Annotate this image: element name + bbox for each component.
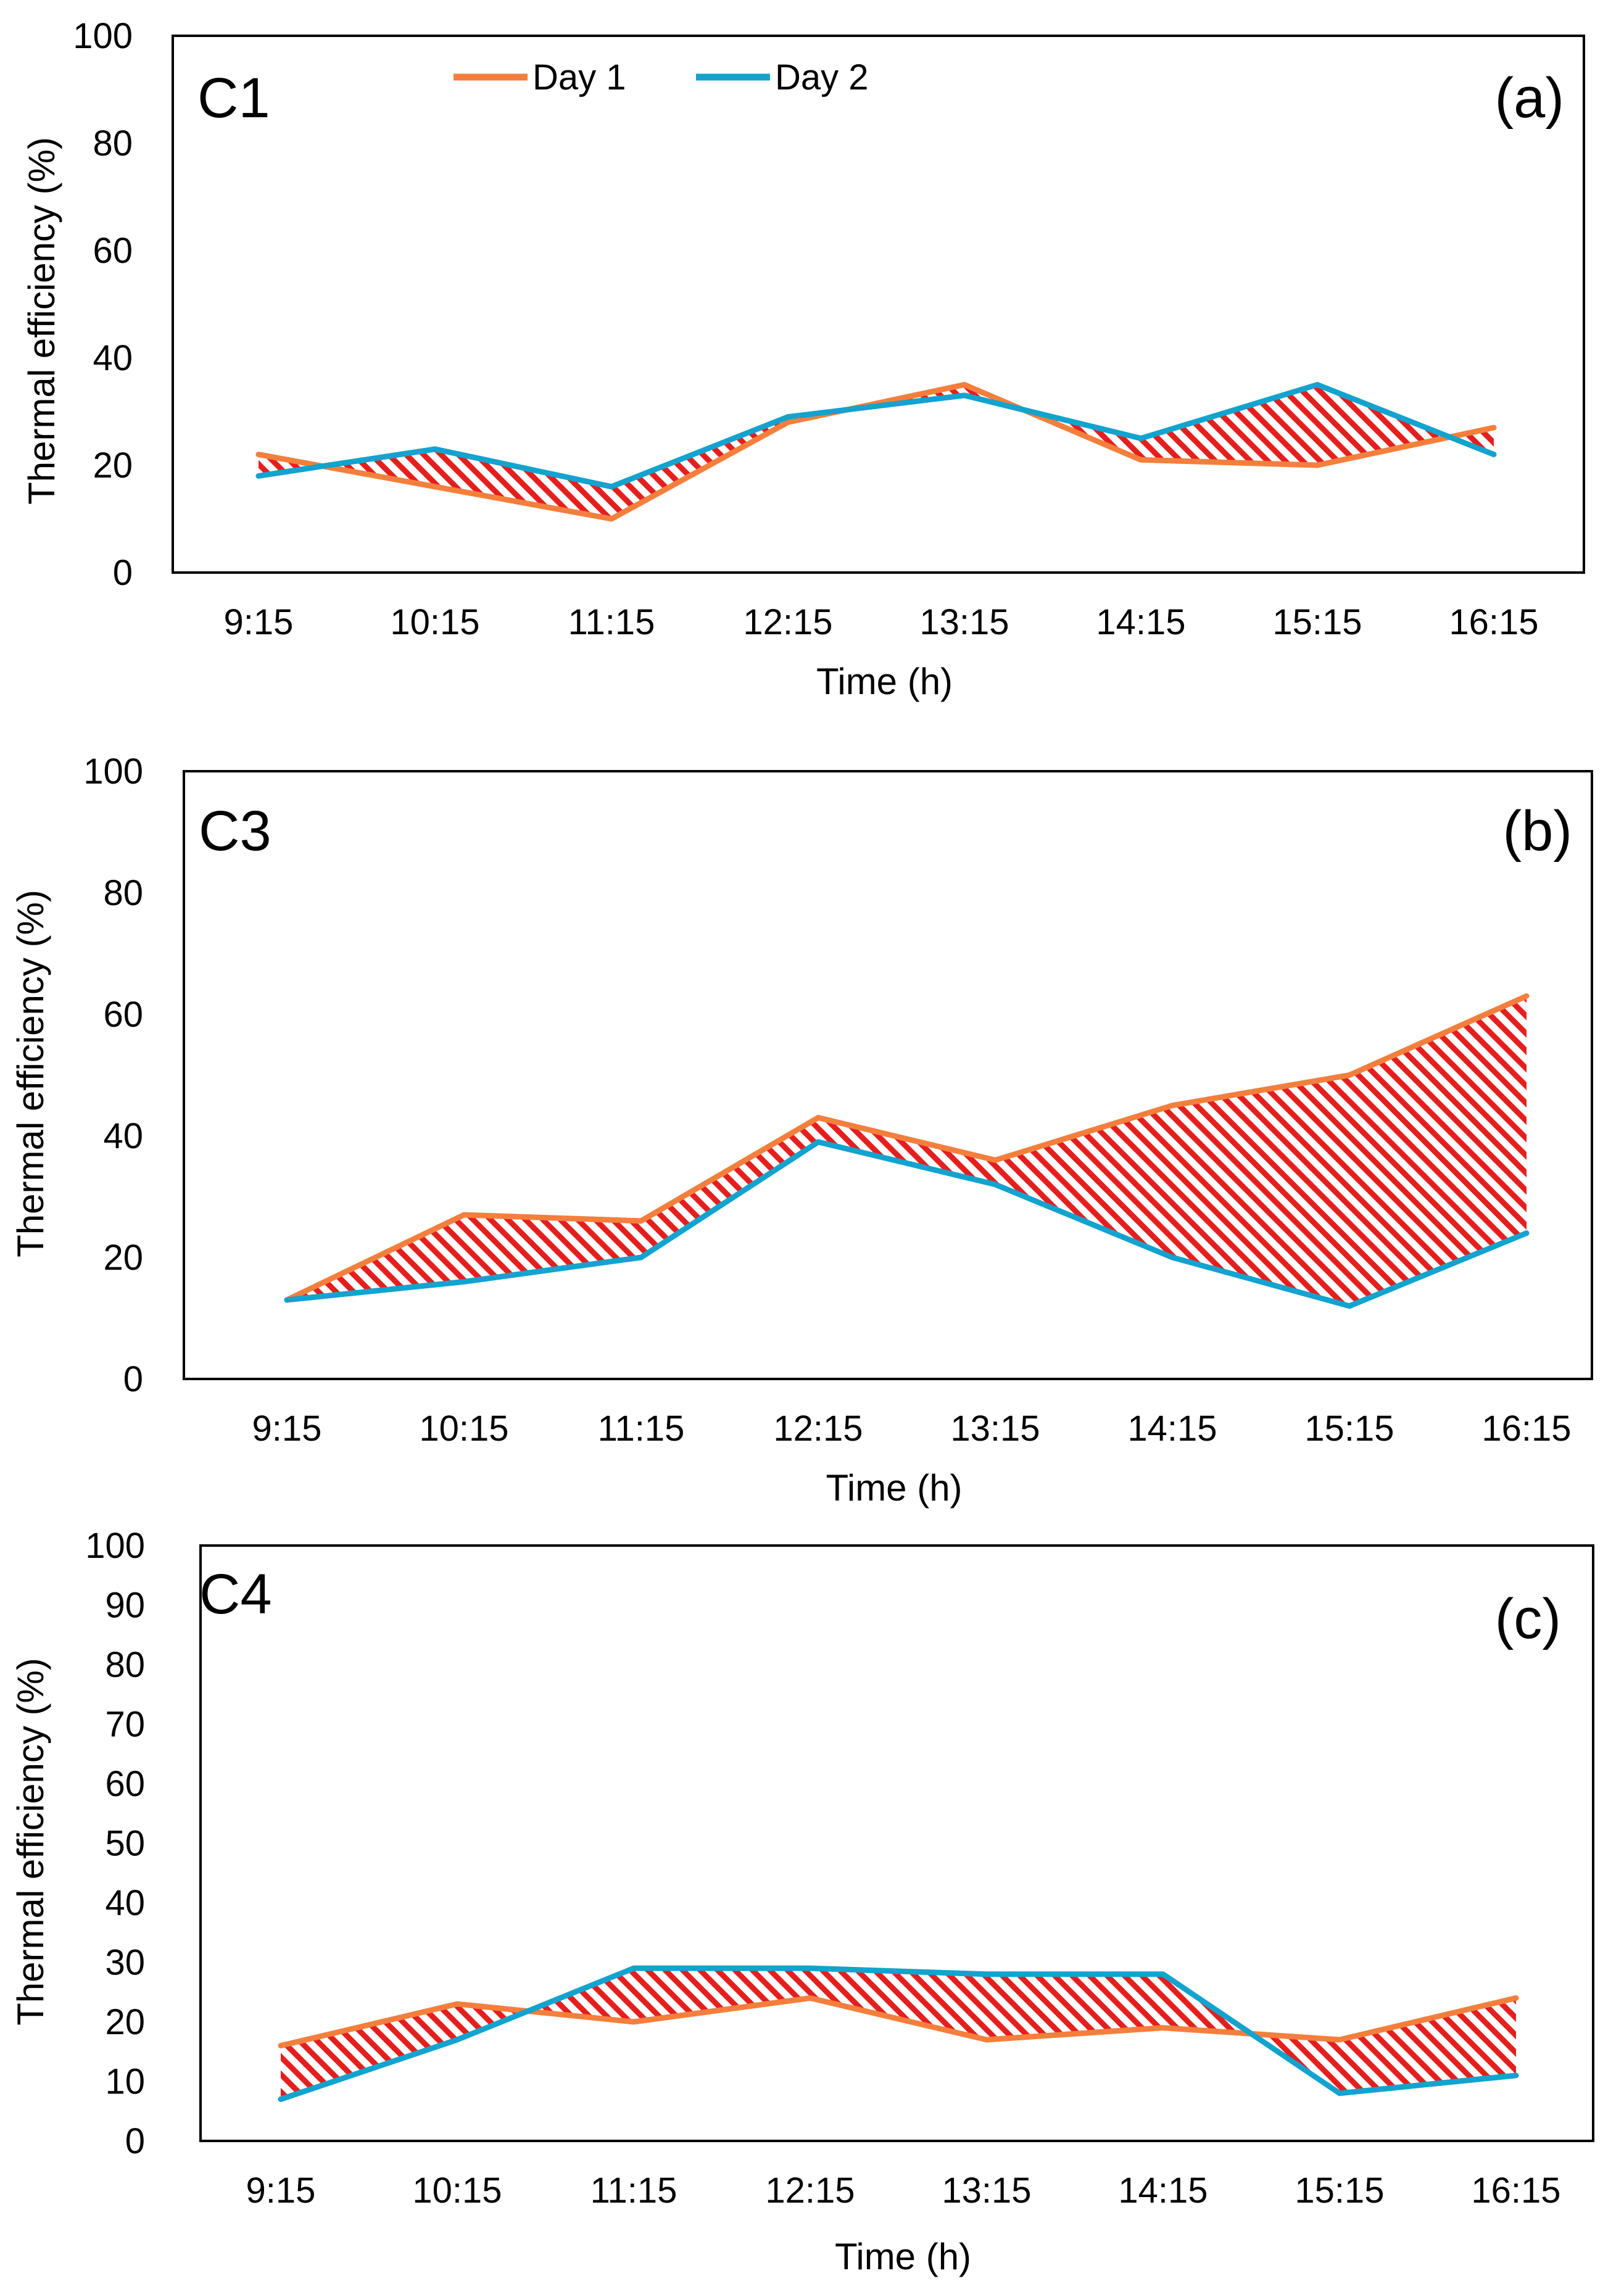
chart-panel-c3: 0 20 40 60 80 100 9:15 10:15 11:15 12:15 13:15 14:1… <box>10 751 1593 1509</box>
x-tick-label: 16:15 <box>1481 1409 1571 1449</box>
hatch-segment <box>435 449 611 519</box>
x-tick-label: 15:15 <box>1304 1409 1394 1449</box>
y-tick-label: 0 <box>113 553 133 593</box>
x-axis-title: Time (h) <box>835 2236 971 2277</box>
chart-panel-c1: 0 20 40 60 80 100 9:15 10:15 11:15 12:15 13:15 14:1… <box>21 16 1585 702</box>
y-tick-label: 20 <box>103 1238 143 1278</box>
series-line-day-1 <box>284 993 1530 1303</box>
hatch-segment <box>818 1117 995 1185</box>
x-tick-label: 16:15 <box>1471 2171 1560 2211</box>
hatch-segment <box>641 1117 818 1257</box>
y-tick-label: 40 <box>93 338 133 378</box>
series-line-day-2 <box>278 1965 1519 2102</box>
x-tick-label: 12:15 <box>773 1409 863 1449</box>
plot-frame <box>172 35 1585 574</box>
y-tick-label: 100 <box>83 751 143 792</box>
y-tick-label: 30 <box>105 1943 145 1983</box>
y-tick-label: 60 <box>105 1764 145 1804</box>
x-tick-label: 11:15 <box>598 1409 685 1449</box>
y-axis-title: Thermal efficiency (%) <box>10 890 51 1257</box>
y-tick-label: 80 <box>103 873 143 913</box>
x-tick-label: 10:15 <box>390 602 479 642</box>
x-tick-label: 10:15 <box>419 1409 508 1449</box>
y-tick-label: 40 <box>105 1883 145 1923</box>
x-axis-title: Time (h) <box>826 1467 962 1509</box>
y-tick-label: 80 <box>105 1645 145 1685</box>
y-tick-label: 60 <box>103 995 143 1035</box>
hatch-segment <box>634 1968 810 2022</box>
x-tick-label: 11:15 <box>590 2171 677 2211</box>
panel-tag-label: (a) <box>1495 67 1564 130</box>
y-tick-label: 40 <box>103 1116 143 1156</box>
x-tick-label: 13:15 <box>919 602 1009 642</box>
hatch-segment <box>281 2004 457 2100</box>
y-tick-label: 80 <box>93 123 133 164</box>
legend-label-day-2: Day 2 <box>775 57 869 97</box>
panel-id-label: C4 <box>199 1563 272 1626</box>
x-tick-label: 11:15 <box>568 602 655 642</box>
panel-tag-label: (c) <box>1495 1587 1561 1650</box>
hatch-segment <box>987 1974 1163 2040</box>
x-tick-label: 15:15 <box>1295 2171 1384 2211</box>
hatch-segment <box>995 1105 1172 1257</box>
y-tick-label: 0 <box>125 2121 145 2161</box>
plot-frame <box>199 1544 1594 2142</box>
chart-panel-c4: 0 10 20 30 40 50 60 70 80 90 100 9:15 10:15 11:15 12:1… <box>10 1526 1594 2277</box>
x-tick-label: 12:15 <box>765 2171 855 2211</box>
x-tick-label: 9:15 <box>252 1409 322 1449</box>
hatch-segment <box>464 1215 641 1282</box>
y-tick-label: 10 <box>105 2062 145 2102</box>
x-tick-label: 9:15 <box>224 602 294 642</box>
y-tick-label: 90 <box>105 1586 145 1626</box>
legend: Day 1 Day 2 <box>454 57 869 97</box>
x-tick-label: 14:15 <box>1127 1409 1217 1449</box>
difference-hatch-area <box>287 996 1527 1306</box>
series-line-day-1 <box>278 1995 1519 2049</box>
x-tick-label: 12:15 <box>743 602 832 642</box>
x-tick-label: 16:15 <box>1449 602 1538 642</box>
y-tick-label: 70 <box>105 1705 145 1745</box>
y-tick-label: 100 <box>73 16 133 56</box>
x-tick-label: 13:15 <box>942 2171 1031 2211</box>
hatch-segment <box>1141 384 1317 465</box>
y-tick-label: 60 <box>93 231 133 271</box>
hatch-segment <box>1317 384 1450 465</box>
plot-frame <box>183 770 1593 1380</box>
y-axis-title: Thermal efficiency (%) <box>10 1658 51 2026</box>
y-tick-label: 20 <box>105 2002 145 2042</box>
hatch-segment <box>1172 1075 1349 1306</box>
x-tick-label: 15:15 <box>1272 602 1362 642</box>
hatch-segment <box>1349 996 1527 1306</box>
x-tick-label: 13:15 <box>950 1409 1040 1449</box>
x-tick-label: 14:15 <box>1096 602 1185 642</box>
x-tick-label: 9:15 <box>246 2171 316 2211</box>
y-tick-label: 100 <box>85 1526 145 1566</box>
series-line-day-2 <box>255 382 1497 490</box>
series-line-day-2 <box>284 1139 1530 1309</box>
hatch-segment <box>810 1968 987 2040</box>
y-tick-label: 0 <box>123 1359 143 1399</box>
x-tick-label: 14:15 <box>1118 2171 1208 2211</box>
y-tick-label: 20 <box>93 445 133 486</box>
y-tick-label: 50 <box>105 1824 145 1864</box>
hatch-segment <box>323 449 435 487</box>
panel-id-label: C3 <box>199 800 271 863</box>
legend-label-day-1: Day 1 <box>532 57 626 97</box>
y-axis-title: Thermal efficiency (%) <box>21 137 62 505</box>
panel-tag-label: (b) <box>1503 800 1572 863</box>
hatch-segment <box>1340 1998 1516 2093</box>
panel-id-label: C1 <box>197 67 270 130</box>
x-axis-title: Time (h) <box>816 661 953 702</box>
x-tick-label: 10:15 <box>412 2171 502 2211</box>
